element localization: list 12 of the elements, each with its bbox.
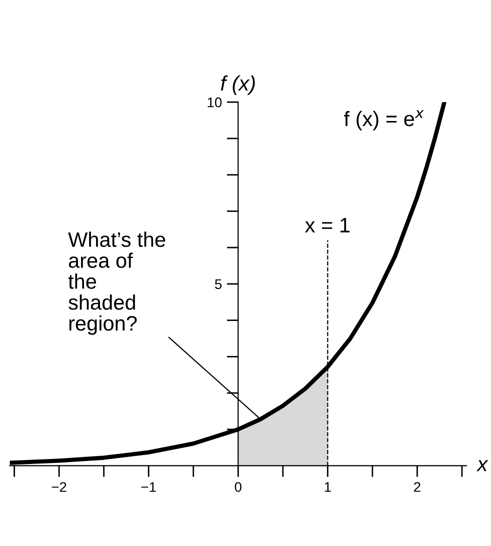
x-tick-label: 1 bbox=[324, 482, 331, 492]
x-tick-label: 0 bbox=[234, 482, 242, 492]
y-axis-title: f (x) bbox=[220, 75, 255, 95]
x-tick-label: −1 bbox=[141, 482, 156, 492]
annotation: What’s the area of the shaded region? bbox=[68, 232, 166, 335]
x-axis-title: x bbox=[476, 460, 488, 472]
x-tick-label: −2 bbox=[52, 482, 66, 492]
ref-line-label: x = 1 bbox=[305, 218, 350, 232]
x-tick-label: 2 bbox=[414, 482, 420, 492]
y-tick-label: 10 bbox=[208, 97, 222, 108]
annotation: f (x) = e$^{x}$ bbox=[344, 110, 424, 130]
y-tick-label: 5 bbox=[214, 279, 222, 290]
